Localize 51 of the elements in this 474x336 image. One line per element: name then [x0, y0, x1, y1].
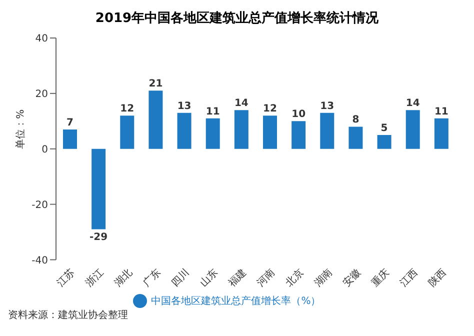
bar [292, 121, 306, 149]
x-tick-label: 安徽 [340, 266, 364, 290]
data-label: 11 [206, 106, 220, 118]
bar [263, 116, 277, 149]
bar [377, 135, 392, 149]
text: 资料来源：建筑业协会整理 [8, 308, 129, 323]
bar [206, 118, 220, 149]
bar [234, 110, 248, 149]
x-tick-label: 四川 [169, 266, 192, 290]
x-tick-label: 江苏 [54, 266, 78, 290]
bar [177, 112, 192, 149]
data-label: 14 [234, 98, 248, 110]
x-tick-label: 山东 [198, 266, 220, 290]
x-tick-label: 湖南 [312, 266, 335, 290]
data-label: 11 [434, 106, 448, 118]
y-tick-label: -40 [32, 255, 48, 266]
data-label: 8 [352, 114, 360, 126]
bar [406, 110, 420, 149]
legend-label: 中国各地区建筑业总产值增长率（%） [151, 296, 321, 307]
x-tick-label: 广东 [140, 266, 164, 290]
x-tick-label: 陕西 [426, 266, 449, 290]
x-tick-label: 北京 [283, 266, 306, 290]
y-tick-label: 40 [35, 34, 48, 45]
bar [148, 90, 163, 149]
data-label: 7 [66, 117, 74, 128]
y-tick-label: 0 [42, 144, 48, 156]
x-tick-label: 重庆 [369, 266, 392, 290]
y-tick-label: 20 [35, 88, 48, 100]
data-label: 13 [177, 100, 192, 112]
x-tick-label: 湖北 [112, 266, 135, 290]
x-tick-label: 河南 [254, 266, 278, 290]
data-label: 12 [263, 104, 277, 115]
chart-title: 2019年中国各地区建筑业总产值增长率统计情况 [94, 10, 380, 28]
data-label: 21 [148, 78, 163, 90]
x-tick-label: 江西 [398, 266, 420, 290]
bar [348, 126, 363, 149]
bar [320, 112, 334, 149]
x-tick-label: 福建 [226, 266, 249, 290]
bar [92, 148, 106, 230]
bar [63, 129, 77, 149]
bar [434, 118, 448, 149]
bar [120, 116, 134, 149]
y-tick-label: -20 [32, 200, 48, 211]
data-label: -29 [90, 232, 108, 244]
data-label: 10 [292, 109, 306, 120]
y-axis-title: 单位：% [14, 109, 27, 149]
data-label: 5 [380, 123, 388, 134]
data-label: 12 [120, 104, 134, 115]
x-tick-label: 浙江 [83, 266, 106, 290]
data-label: 14 [406, 98, 420, 110]
data-label: 13 [320, 100, 334, 112]
